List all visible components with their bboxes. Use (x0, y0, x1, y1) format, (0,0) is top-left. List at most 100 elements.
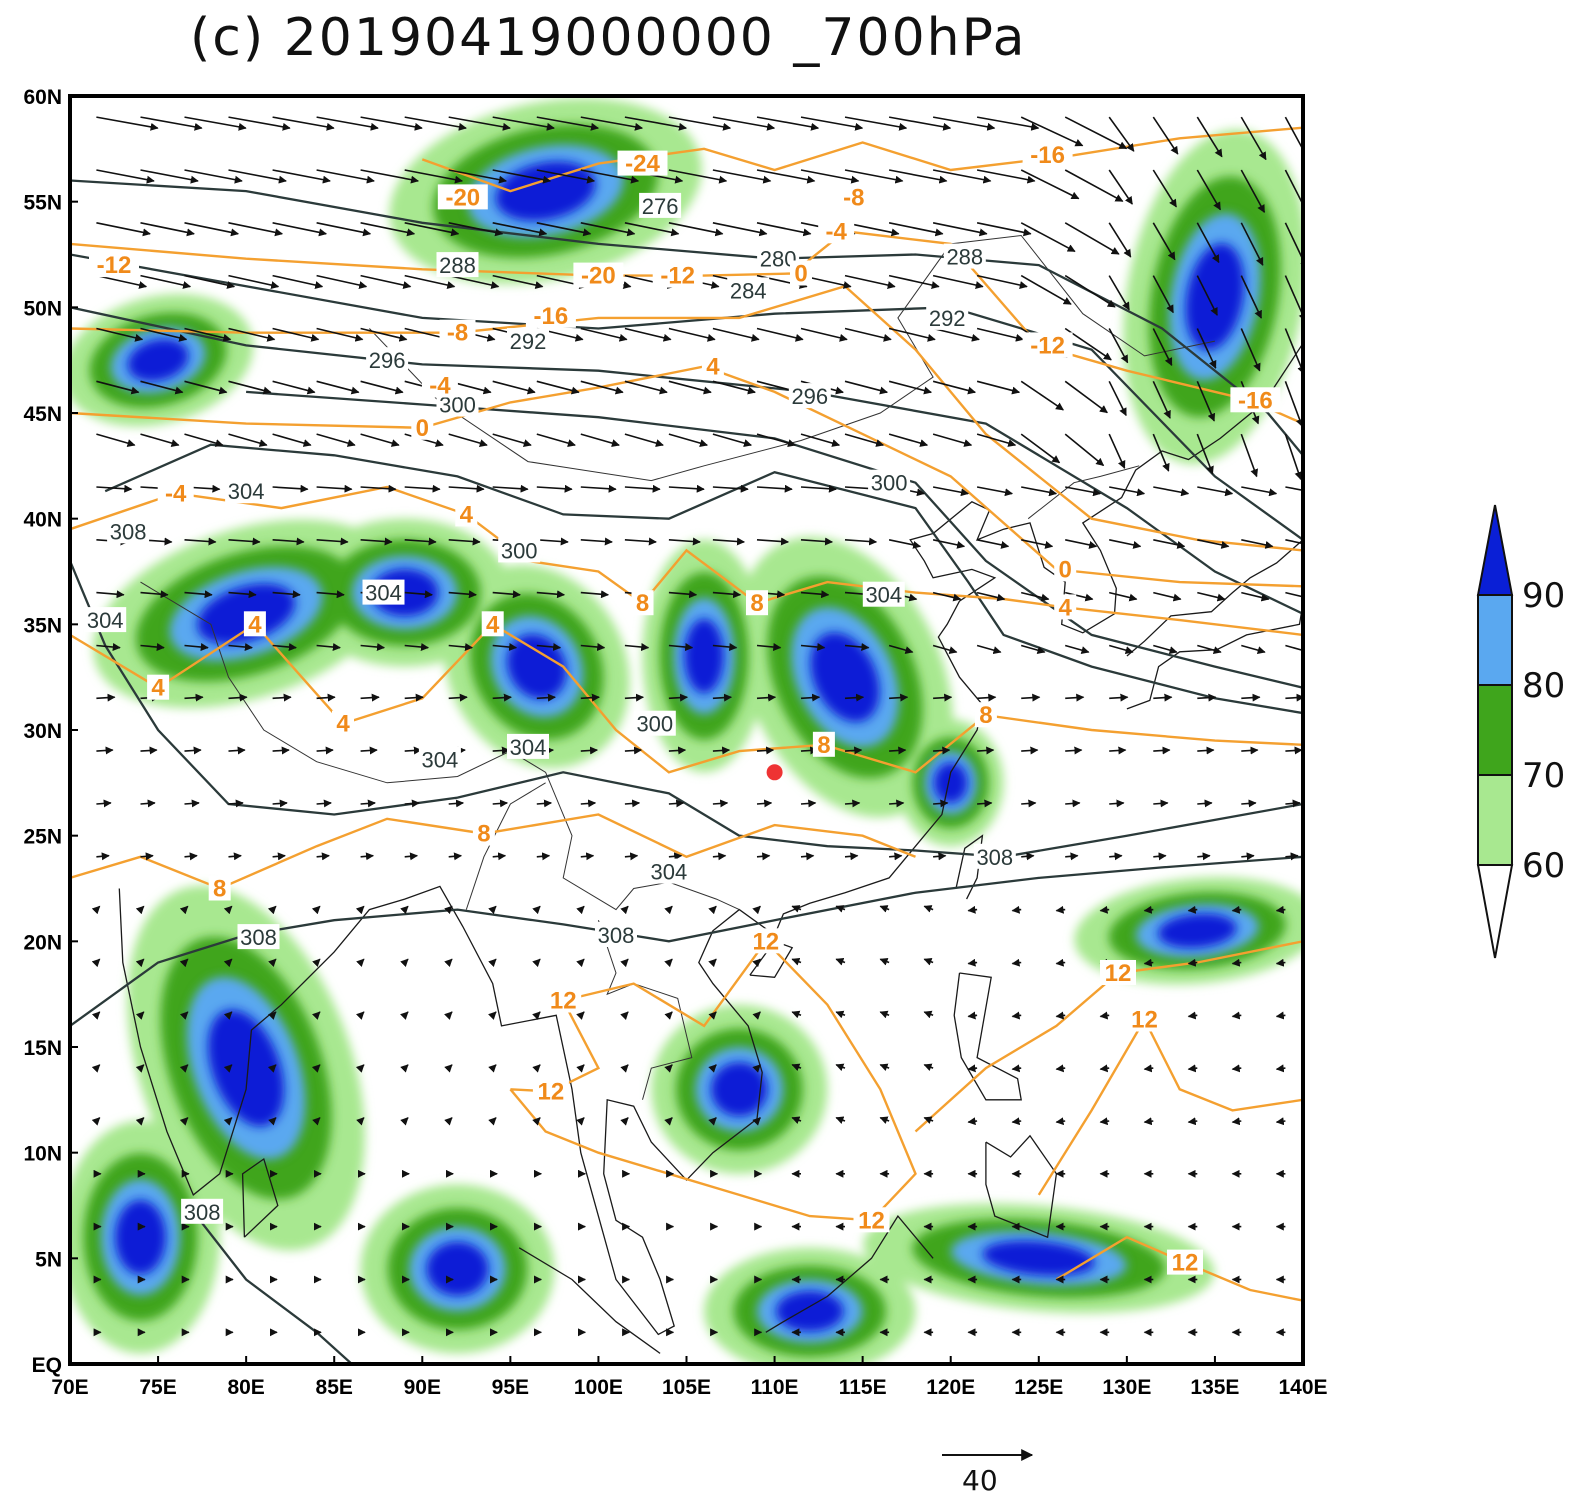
wind-arrow (879, 1063, 890, 1072)
wind-arrow (184, 169, 243, 184)
wind-arrow (228, 433, 268, 447)
temperature-label-bg (1054, 594, 1077, 620)
wind-arrow (664, 1117, 673, 1126)
wind-arrow (712, 222, 768, 237)
y-tick-label: 60N (23, 86, 62, 109)
wind-arrow (184, 590, 213, 599)
wind-arrow (888, 644, 914, 655)
wind-arrow (1108, 116, 1135, 152)
wind-arrow (448, 222, 504, 237)
wind-arrow (1055, 1064, 1066, 1073)
wind-arrow (977, 799, 993, 808)
wind-arrow (967, 1011, 978, 1020)
temperature-label: -4 (826, 218, 848, 245)
wind-arrow (976, 591, 1006, 602)
wind-arrow (1196, 328, 1217, 369)
wind-arrow (580, 643, 606, 652)
temperature-label-bg (790, 260, 812, 286)
wind-arrow (184, 852, 198, 861)
wind-arrow (576, 905, 585, 915)
wind-arrow (1020, 116, 1084, 147)
wind-arrow (448, 169, 507, 184)
temperature-label-bg (525, 302, 576, 328)
wind-arrow (1011, 1011, 1022, 1020)
temperature-label-bg (1022, 142, 1073, 168)
wind-arrow (223, 1011, 233, 1020)
wind-arrow (360, 799, 376, 808)
wind-arrow (1187, 1117, 1198, 1126)
wind-arrow (1109, 486, 1146, 497)
wind-arrow (488, 905, 497, 915)
wind-arrow (664, 905, 673, 915)
wind-arrow (932, 539, 966, 549)
wind-arrow (492, 852, 507, 861)
temperature-label: 8 (750, 590, 763, 617)
x-tick-label: 115E (839, 1376, 887, 1399)
wind-arrow (135, 1011, 145, 1020)
theta-label: 292 (929, 306, 966, 331)
wind-arrow (923, 957, 934, 966)
wind-arrow (1020, 433, 1061, 464)
wind-arrow (272, 433, 312, 447)
wind-arrow (228, 693, 248, 702)
wind-arrow (580, 537, 613, 546)
rh-blob (1185, 243, 1245, 351)
wind-arrow (1099, 905, 1110, 914)
wind-arrow (1109, 746, 1127, 755)
wind-arrow (360, 116, 423, 131)
wind-arrow (888, 327, 936, 342)
wind-arrow (492, 590, 521, 599)
coastline (1302, 515, 1303, 519)
wind-arrow (1153, 693, 1173, 702)
theta-label: 304 (510, 735, 547, 760)
temperature-label: -16 (534, 303, 569, 330)
colorbar-label: 80 (1522, 666, 1565, 706)
temperature-label-bg (89, 252, 139, 278)
wind-arrow (712, 484, 749, 493)
wind-arrow (1065, 591, 1094, 602)
wind-arrow (624, 380, 668, 395)
wind-arrow (360, 222, 416, 237)
wind-arrow (488, 1011, 497, 1020)
wind-arrow (272, 643, 297, 652)
wind-arrow (668, 537, 701, 546)
wind-arrow (1241, 852, 1255, 861)
wind-arrow (712, 852, 727, 861)
wind-arrow (1108, 275, 1130, 311)
wind-arrow (756, 484, 793, 493)
theta-label: 304 (865, 583, 902, 608)
wind-arrow (228, 590, 257, 599)
theta-label-bg (595, 922, 637, 947)
wind-arrow (536, 380, 580, 395)
wind-arrow (1187, 958, 1198, 967)
wind-arrow (184, 327, 232, 342)
wind-arrow (400, 1064, 409, 1073)
theta-label: 300 (871, 471, 908, 496)
wind-arrow (879, 905, 890, 913)
wind-arrow (228, 116, 291, 131)
theta-label: 308 (110, 519, 147, 544)
wind-arrow (800, 590, 830, 599)
wind-arrow (976, 222, 1032, 237)
wind-arrow (791, 957, 802, 966)
wind-arrow (223, 958, 233, 968)
wind-arrow (360, 274, 412, 289)
temperature-label: 8 (979, 702, 992, 729)
wind-arrow (267, 1011, 277, 1020)
wind-arrow (228, 643, 253, 652)
theta-label-bg (727, 277, 770, 303)
temperature-label-bg (853, 1207, 890, 1233)
wind-arrow (532, 1011, 541, 1020)
temperature-label: 12 (1172, 1250, 1199, 1277)
x-axis: 70E 75E 80E 85E 90E 95E 100E 105E 110E 115E 120E 12… (51, 1356, 1328, 1399)
temperature-label-bg (421, 372, 458, 398)
wind-arrow (712, 169, 772, 184)
wind-arrow (756, 852, 771, 861)
wind-arrow (91, 958, 101, 968)
wind-arrow (448, 693, 468, 702)
rh-blob (933, 762, 968, 804)
wind-arrow (1241, 591, 1270, 602)
theta-label-bg (633, 710, 676, 736)
wind-arrow (791, 1010, 802, 1019)
